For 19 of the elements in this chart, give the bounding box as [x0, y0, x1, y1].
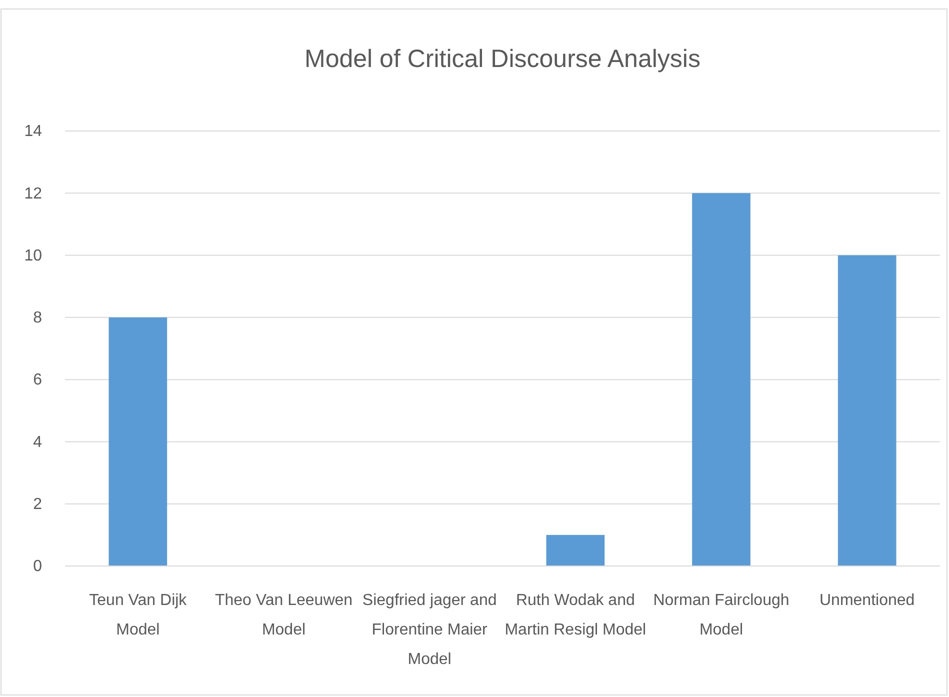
- y-tick-label: 0: [33, 558, 42, 576]
- bar: [692, 193, 750, 566]
- y-tick-label: 6: [33, 372, 42, 389]
- x-tick-label: Ruth Wodak and Martin Resigl Model: [504, 592, 646, 639]
- y-tick-label: 2: [33, 496, 42, 513]
- y-tick-label: 12: [24, 185, 42, 202]
- bar: [546, 534, 605, 566]
- x-tick-label: Teun Van Dijk Model: [89, 592, 188, 639]
- x-tick-label: Norman Fairclough Model: [653, 592, 790, 639]
- bar: [108, 317, 168, 566]
- y-tick-label: 8: [33, 310, 42, 327]
- x-tick-label: Siegfried jager and Florentine Maier Model: [362, 592, 497, 668]
- y-tick-label: 4: [33, 434, 42, 451]
- x-tick-label: Theo Van Leeuwen Model: [214, 592, 353, 639]
- y-tick-label: 10: [24, 247, 42, 264]
- x-tick-label: Unmentioned: [819, 592, 915, 609]
- bar: [838, 255, 896, 566]
- y-tick-label: 14: [24, 123, 42, 140]
- chart-title: Model of Critical Discourse Analysis: [304, 45, 700, 73]
